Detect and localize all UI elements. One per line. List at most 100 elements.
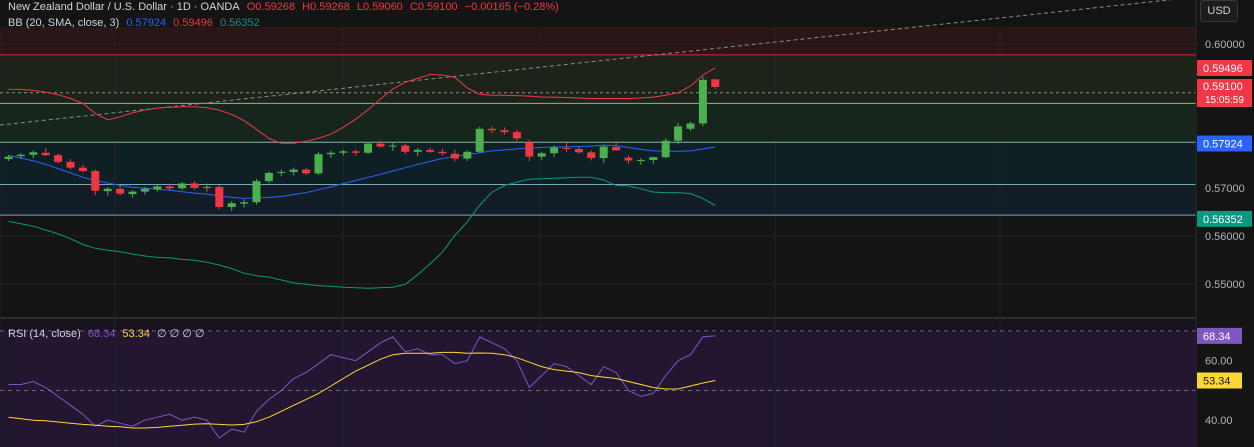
candle-body — [252, 181, 261, 203]
candle[interactable] — [202, 183, 211, 192]
candle-body — [512, 132, 521, 139]
candle-body — [128, 191, 137, 195]
bollinger-legend[interactable]: BB (20, SMA, close, 3) 0.57924 0.59496 0… — [8, 17, 264, 29]
candle[interactable] — [488, 126, 497, 134]
candle[interactable] — [711, 79, 720, 89]
candle[interactable] — [153, 184, 162, 192]
candle[interactable] — [401, 143, 410, 155]
candle[interactable] — [264, 171, 273, 184]
candle[interactable] — [426, 147, 435, 154]
candle[interactable] — [66, 159, 75, 170]
bb-upper-price-label-bg — [1197, 59, 1252, 76]
rsi-ma-tag-bg — [1197, 372, 1242, 389]
candle[interactable] — [128, 190, 137, 198]
candle-body — [190, 183, 199, 188]
candle[interactable] — [314, 152, 323, 175]
candle[interactable] — [364, 142, 373, 154]
candle-body — [649, 157, 658, 160]
candle[interactable] — [612, 142, 621, 151]
candle[interactable] — [339, 149, 348, 156]
candle[interactable] — [227, 201, 236, 211]
candle-body — [326, 152, 335, 155]
candle-body — [636, 159, 645, 161]
candle[interactable] — [624, 155, 633, 164]
candle-body — [587, 152, 596, 159]
candle[interactable] — [550, 145, 559, 158]
teal-zone — [0, 142, 1196, 185]
candle[interactable] — [140, 186, 149, 195]
bb-lower-price-label-bg — [1197, 210, 1252, 227]
candle[interactable] — [674, 123, 683, 145]
candle-body — [525, 142, 534, 157]
candle[interactable] — [41, 147, 50, 157]
candle[interactable] — [649, 157, 658, 164]
candle[interactable] — [388, 142, 397, 151]
candle[interactable] — [413, 147, 422, 157]
candle-body — [661, 140, 670, 158]
candle[interactable] — [351, 149, 360, 156]
candle[interactable] — [252, 179, 261, 205]
candle[interactable] — [215, 184, 224, 210]
candle[interactable] — [599, 145, 608, 163]
candle[interactable] — [240, 199, 249, 208]
candle-body — [450, 153, 459, 159]
candle[interactable] — [587, 150, 596, 161]
bb-upper-value: 0.59496 — [173, 17, 213, 29]
candle[interactable] — [574, 146, 583, 154]
candle[interactable] — [54, 153, 63, 164]
candle[interactable] — [4, 155, 13, 161]
rsi-legend[interactable]: RSI (14, close) 68.34 53.34 ∅ ∅ ∅ ∅ — [8, 327, 209, 340]
candle[interactable] — [78, 164, 87, 173]
currency-button[interactable]: USD — [1200, 0, 1238, 22]
candle-body — [550, 147, 559, 154]
candle-body — [29, 152, 38, 155]
candle-body — [624, 157, 633, 161]
candle[interactable] — [636, 158, 645, 165]
price-tick-label: 0.55000 — [1205, 279, 1245, 291]
candle[interactable] — [289, 167, 298, 176]
candle[interactable] — [661, 138, 670, 159]
candle-body — [388, 145, 397, 147]
ohlc-low: L0.59060 — [356, 1, 403, 13]
candle[interactable] — [29, 150, 38, 159]
candle[interactable] — [16, 153, 25, 160]
candle[interactable] — [190, 181, 199, 190]
candle[interactable] — [698, 76, 707, 127]
candle-body — [4, 156, 13, 160]
candle[interactable] — [512, 129, 521, 141]
candle[interactable] — [165, 183, 174, 191]
candle[interactable] — [116, 185, 125, 196]
candle-body — [178, 183, 187, 189]
bb-basis-line — [8, 144, 716, 199]
candle[interactable] — [277, 169, 286, 177]
candle[interactable] — [537, 151, 546, 160]
bb-lower-value: 0.56352 — [219, 17, 260, 29]
candle-body — [41, 152, 50, 156]
candle[interactable] — [463, 150, 472, 161]
candle[interactable] — [562, 141, 571, 152]
candle[interactable] — [500, 127, 509, 135]
candle[interactable] — [376, 140, 385, 148]
candle-body — [339, 151, 348, 153]
candle[interactable] — [178, 182, 187, 191]
candle[interactable] — [450, 149, 459, 162]
candle[interactable] — [326, 150, 335, 159]
candle-body — [426, 149, 435, 152]
candle-body — [698, 79, 707, 124]
candle-body — [376, 143, 385, 147]
candle[interactable] — [525, 139, 534, 162]
candle[interactable] — [302, 168, 311, 176]
candle[interactable] — [103, 186, 112, 196]
candle-body — [351, 151, 360, 153]
candle-body — [674, 126, 683, 141]
candle-body — [438, 151, 447, 154]
candle-body — [116, 188, 125, 194]
candle-body — [140, 188, 149, 192]
candle[interactable] — [475, 126, 484, 153]
candle-body — [574, 148, 583, 153]
candle[interactable] — [686, 121, 695, 132]
candle-body — [364, 143, 373, 153]
candle[interactable] — [91, 169, 100, 196]
candle[interactable] — [438, 148, 447, 156]
